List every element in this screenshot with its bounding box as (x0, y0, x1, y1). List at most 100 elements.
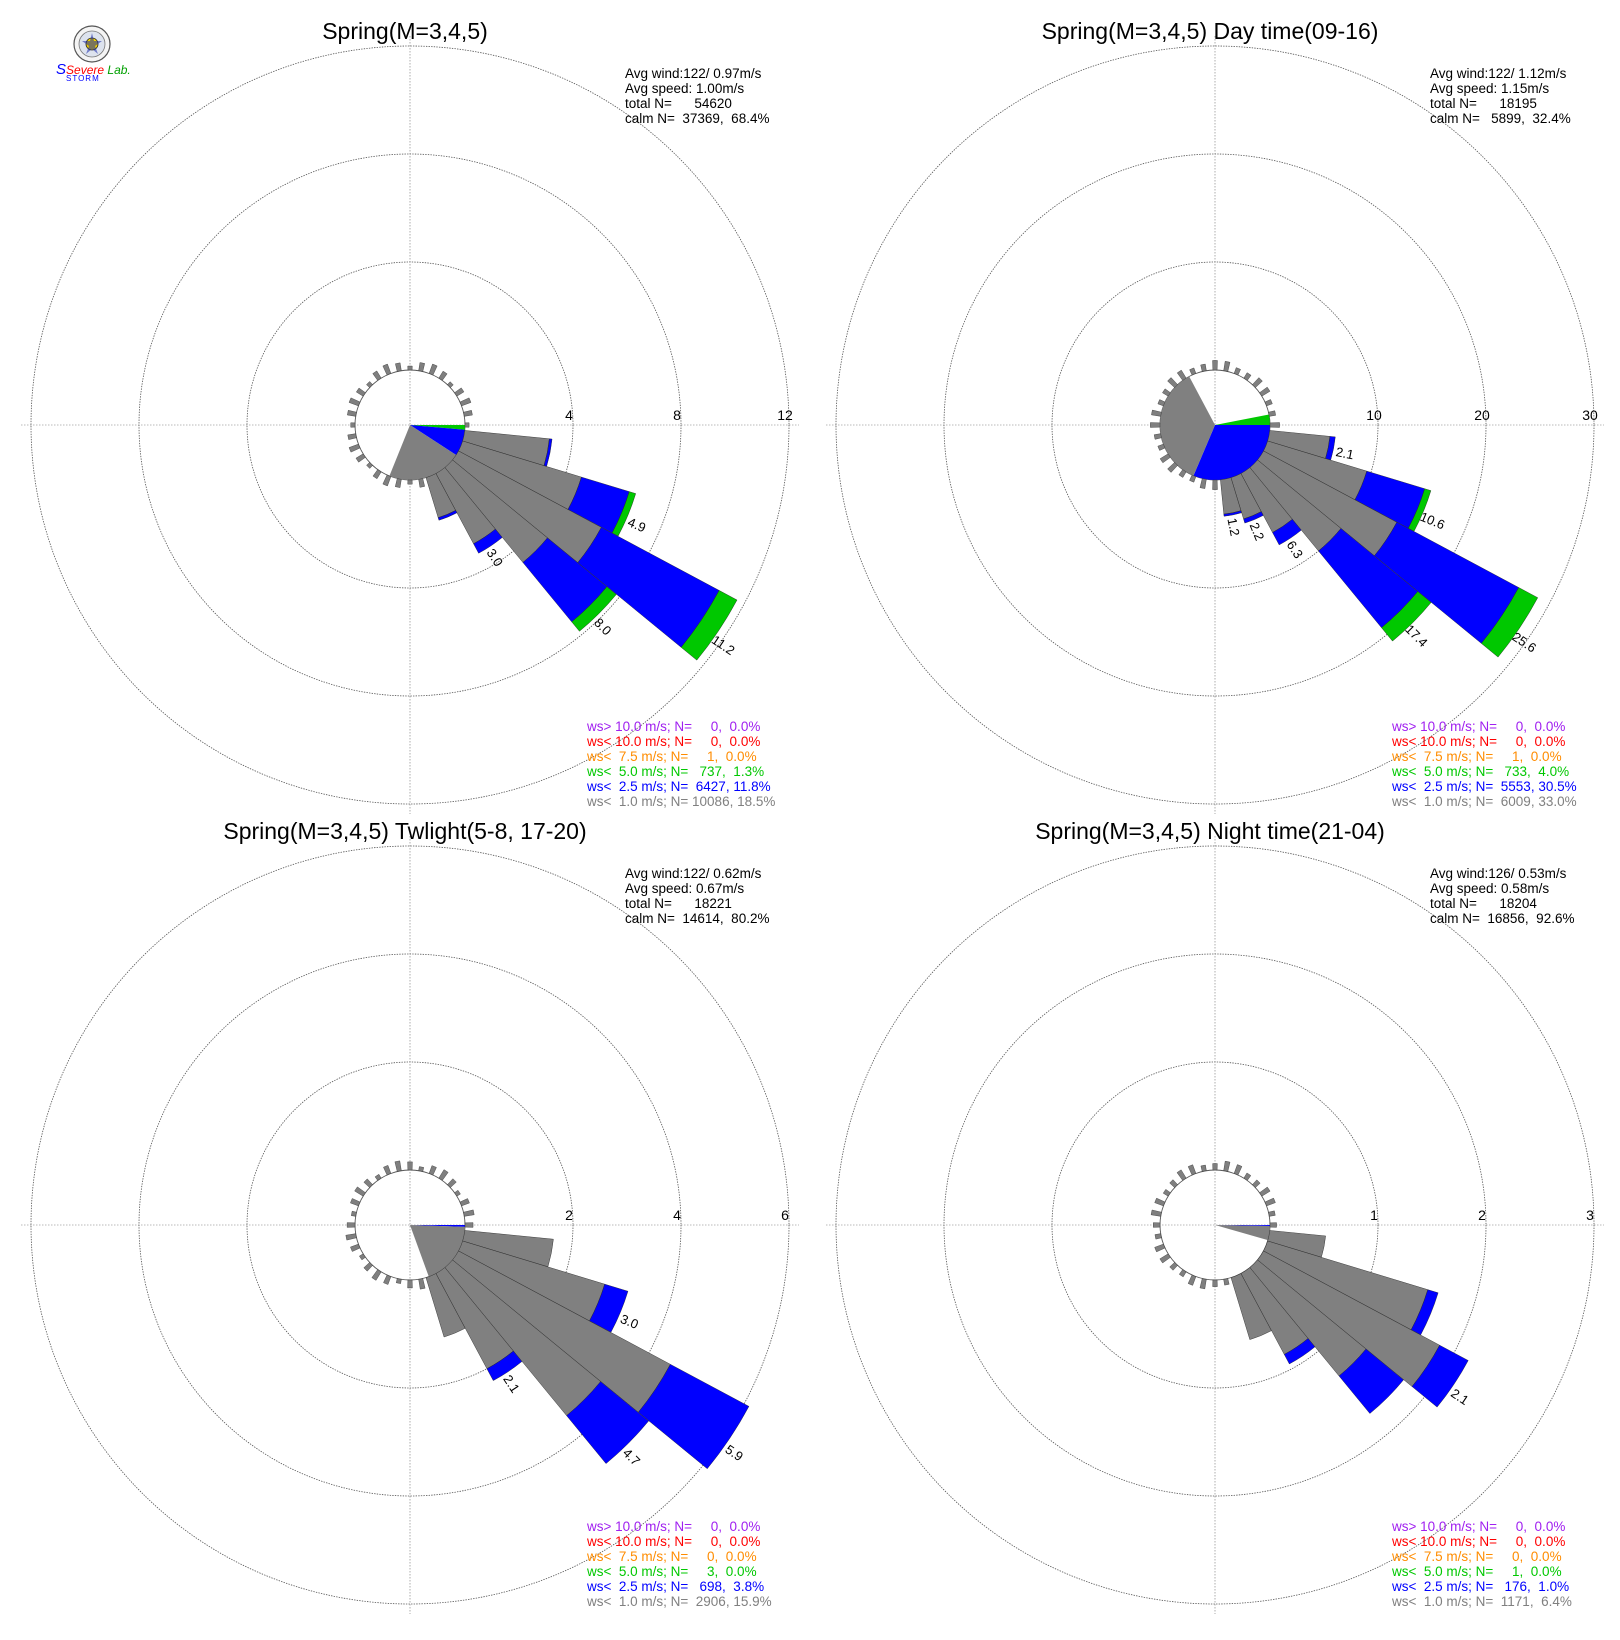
direction-tick (382, 474, 392, 487)
bar-value-label: 6.3 (1284, 538, 1307, 561)
direction-tick (463, 1209, 475, 1217)
direction-tick (464, 422, 470, 428)
direction-tick (1233, 1164, 1243, 1176)
legend-gt10: ws> 10.0 m/s; N= 0, 0.0% (587, 1519, 761, 1534)
direction-tick (454, 387, 465, 397)
direction-tick (348, 443, 361, 453)
bar-segment-lt2-5 (566, 1381, 649, 1464)
direction-tick (1212, 360, 1218, 371)
direction-tick (1259, 1186, 1271, 1197)
legend-gt10: ws> 10.0 m/s; N= 0, 0.0% (587, 719, 761, 734)
windrose-panel-nighttime: 1 2 3 2.1 Spring(M=3,4,5) Night time(21-04)… (805, 800, 1615, 1620)
direction-tick (447, 1178, 457, 1188)
bar-segment-lt1 (425, 1273, 466, 1338)
ring-label: 10 (1366, 407, 1382, 423)
calm-wedge (1215, 414, 1270, 425)
bar-segment-lt2-5 (1283, 1338, 1316, 1365)
ring-label: 2 (1478, 1207, 1486, 1223)
avg-wind: Avg wind:122/ 0.62m/s (625, 866, 762, 881)
calm-n: calm N= 14614, 80.2% (625, 911, 770, 926)
direction-tick (428, 1165, 437, 1176)
legend-lt10: ws< 10.0 m/s; N= 0, 0.0% (587, 734, 761, 749)
legend-gt10: ws> 10.0 m/s; N= 0, 0.0% (1392, 719, 1566, 734)
direction-tick (383, 1274, 392, 1285)
direction-tick (1259, 386, 1271, 397)
windrose-panel-daytime: 10 20 30 2.1 10.6 25.6 17.4 6.3 2.2 1.2 Spring(M=… (805, 0, 1615, 820)
bar-segment-lt5 (571, 586, 617, 632)
bar-value-label: 1.2 (1224, 517, 1242, 538)
direction-tick (1176, 369, 1187, 381)
legend-gt10: ws> 10.0 m/s; N= 0, 0.0% (1392, 1519, 1566, 1534)
windrose-panel-twilight: 2 4 6 3.0 5.9 4.7 2.1 Spring(M=3,4,5) Twlight(… (0, 800, 810, 1620)
direction-tick (351, 1210, 357, 1217)
bar-value-label: 3.0 (618, 1311, 640, 1332)
direction-tick (407, 1161, 413, 1171)
direction-tick (1154, 1233, 1162, 1240)
calm-wedge (1160, 376, 1215, 476)
legend-lt10: ws< 10.0 m/s; N= 0, 0.0% (587, 1534, 761, 1549)
calm-wedge (410, 1225, 465, 1277)
bar-value-label: 10.6 (1418, 509, 1447, 533)
direction-tick (1269, 1222, 1277, 1228)
direction-tick (1252, 377, 1263, 388)
direction-tick (395, 1278, 402, 1284)
windrose-plot-daytime: 10 20 302.110.625.617.46.32.21.2 (826, 36, 1604, 814)
bar-segment-lt5 (1481, 587, 1539, 658)
direction-tick (1162, 388, 1171, 397)
bar-value-label: 4.7 (620, 1445, 643, 1468)
legend-lt1: ws< 1.0 m/s; N= 2906, 15.9% (587, 1594, 772, 1609)
direction-tick (1169, 1262, 1178, 1271)
panel-title: Spring(M=3,4,5) Twlight(5-8, 17-20) (223, 818, 587, 844)
direction-tick (1243, 372, 1252, 381)
direction-tick (355, 453, 366, 463)
legend-lt5: ws< 5.0 m/s; N= 737, 1.3% (587, 764, 765, 779)
direction-tick (1169, 1179, 1178, 1188)
direction-tick (395, 362, 402, 372)
logo-text-bottom: Storm (66, 74, 100, 83)
legend-lt5: ws< 5.0 m/s; N= 733, 4.0% (1392, 764, 1570, 779)
bar-segment-lt2-5 (1243, 511, 1264, 524)
direction-tick (1189, 474, 1197, 483)
direction-tick (1159, 453, 1171, 464)
direction-tick (1223, 361, 1231, 372)
direction-tick (372, 370, 382, 381)
stats-block: Avg wind:126/ 0.53m/s Avg speed: 0.58m/s… (1430, 866, 1574, 926)
direction-tick (1268, 410, 1276, 417)
direction-tick (464, 1222, 474, 1228)
direction-tick (371, 1269, 382, 1281)
bar-value-label: 2.1 (1334, 444, 1355, 462)
speed-legend: ws> 10.0 m/s; N= 0, 0.0% ws< 10.0 m/s; N… (1392, 1519, 1572, 1609)
direction-tick (407, 479, 413, 485)
direction-tick (407, 365, 413, 371)
ring-label: 20 (1474, 407, 1490, 423)
direction-tick (438, 1169, 449, 1181)
calm-n: calm N= 5899, 32.4% (1430, 111, 1571, 126)
calm-n: calm N= 37369, 68.4% (625, 111, 770, 126)
panel-title: Spring(M=3,4,5) (322, 18, 488, 44)
legend-lt5: ws< 5.0 m/s; N= 3, 0.0% (587, 1564, 757, 1579)
windrose-plot-nighttime: 1 2 3 2.1 (826, 836, 1604, 1614)
direction-tick (1153, 433, 1162, 440)
panel-title: Spring(M=3,4,5) Day time(09-16) (1041, 18, 1379, 44)
direction-tick (418, 1278, 426, 1290)
direction-tick (459, 397, 472, 407)
legend-lt2-5: ws< 2.5 m/s; N= 5553, 30.5% (1392, 779, 1577, 794)
legend-lt1: ws< 1.0 m/s; N= 1171, 6.4% (1392, 1594, 1572, 1609)
direction-tick (418, 478, 425, 488)
speed-legend: ws> 10.0 m/s; N= 0, 0.0% ws< 10.0 m/s; N… (587, 1519, 772, 1609)
direction-tick (1176, 1169, 1187, 1181)
total-n: total N= 54620 (625, 96, 732, 111)
direction-tick (438, 370, 448, 381)
bar-segment-lt2-5 (1410, 1289, 1439, 1336)
ring-label: 8 (673, 407, 681, 423)
legend-lt7-5: ws< 7.5 m/s; N= 0, 0.0% (587, 1549, 757, 1564)
ring-label: 30 (1582, 407, 1598, 423)
direction-tick (1268, 1210, 1276, 1217)
direction-tick (428, 363, 438, 376)
direction-tick (346, 1222, 356, 1228)
direction-tick (407, 1279, 413, 1289)
calm-wedge (1215, 1225, 1270, 1241)
speed-legend: ws> 10.0 m/s; N= 0, 0.0% ws< 10.0 m/s; N… (1392, 719, 1577, 809)
bar-segment-lt1 (1230, 1273, 1272, 1340)
